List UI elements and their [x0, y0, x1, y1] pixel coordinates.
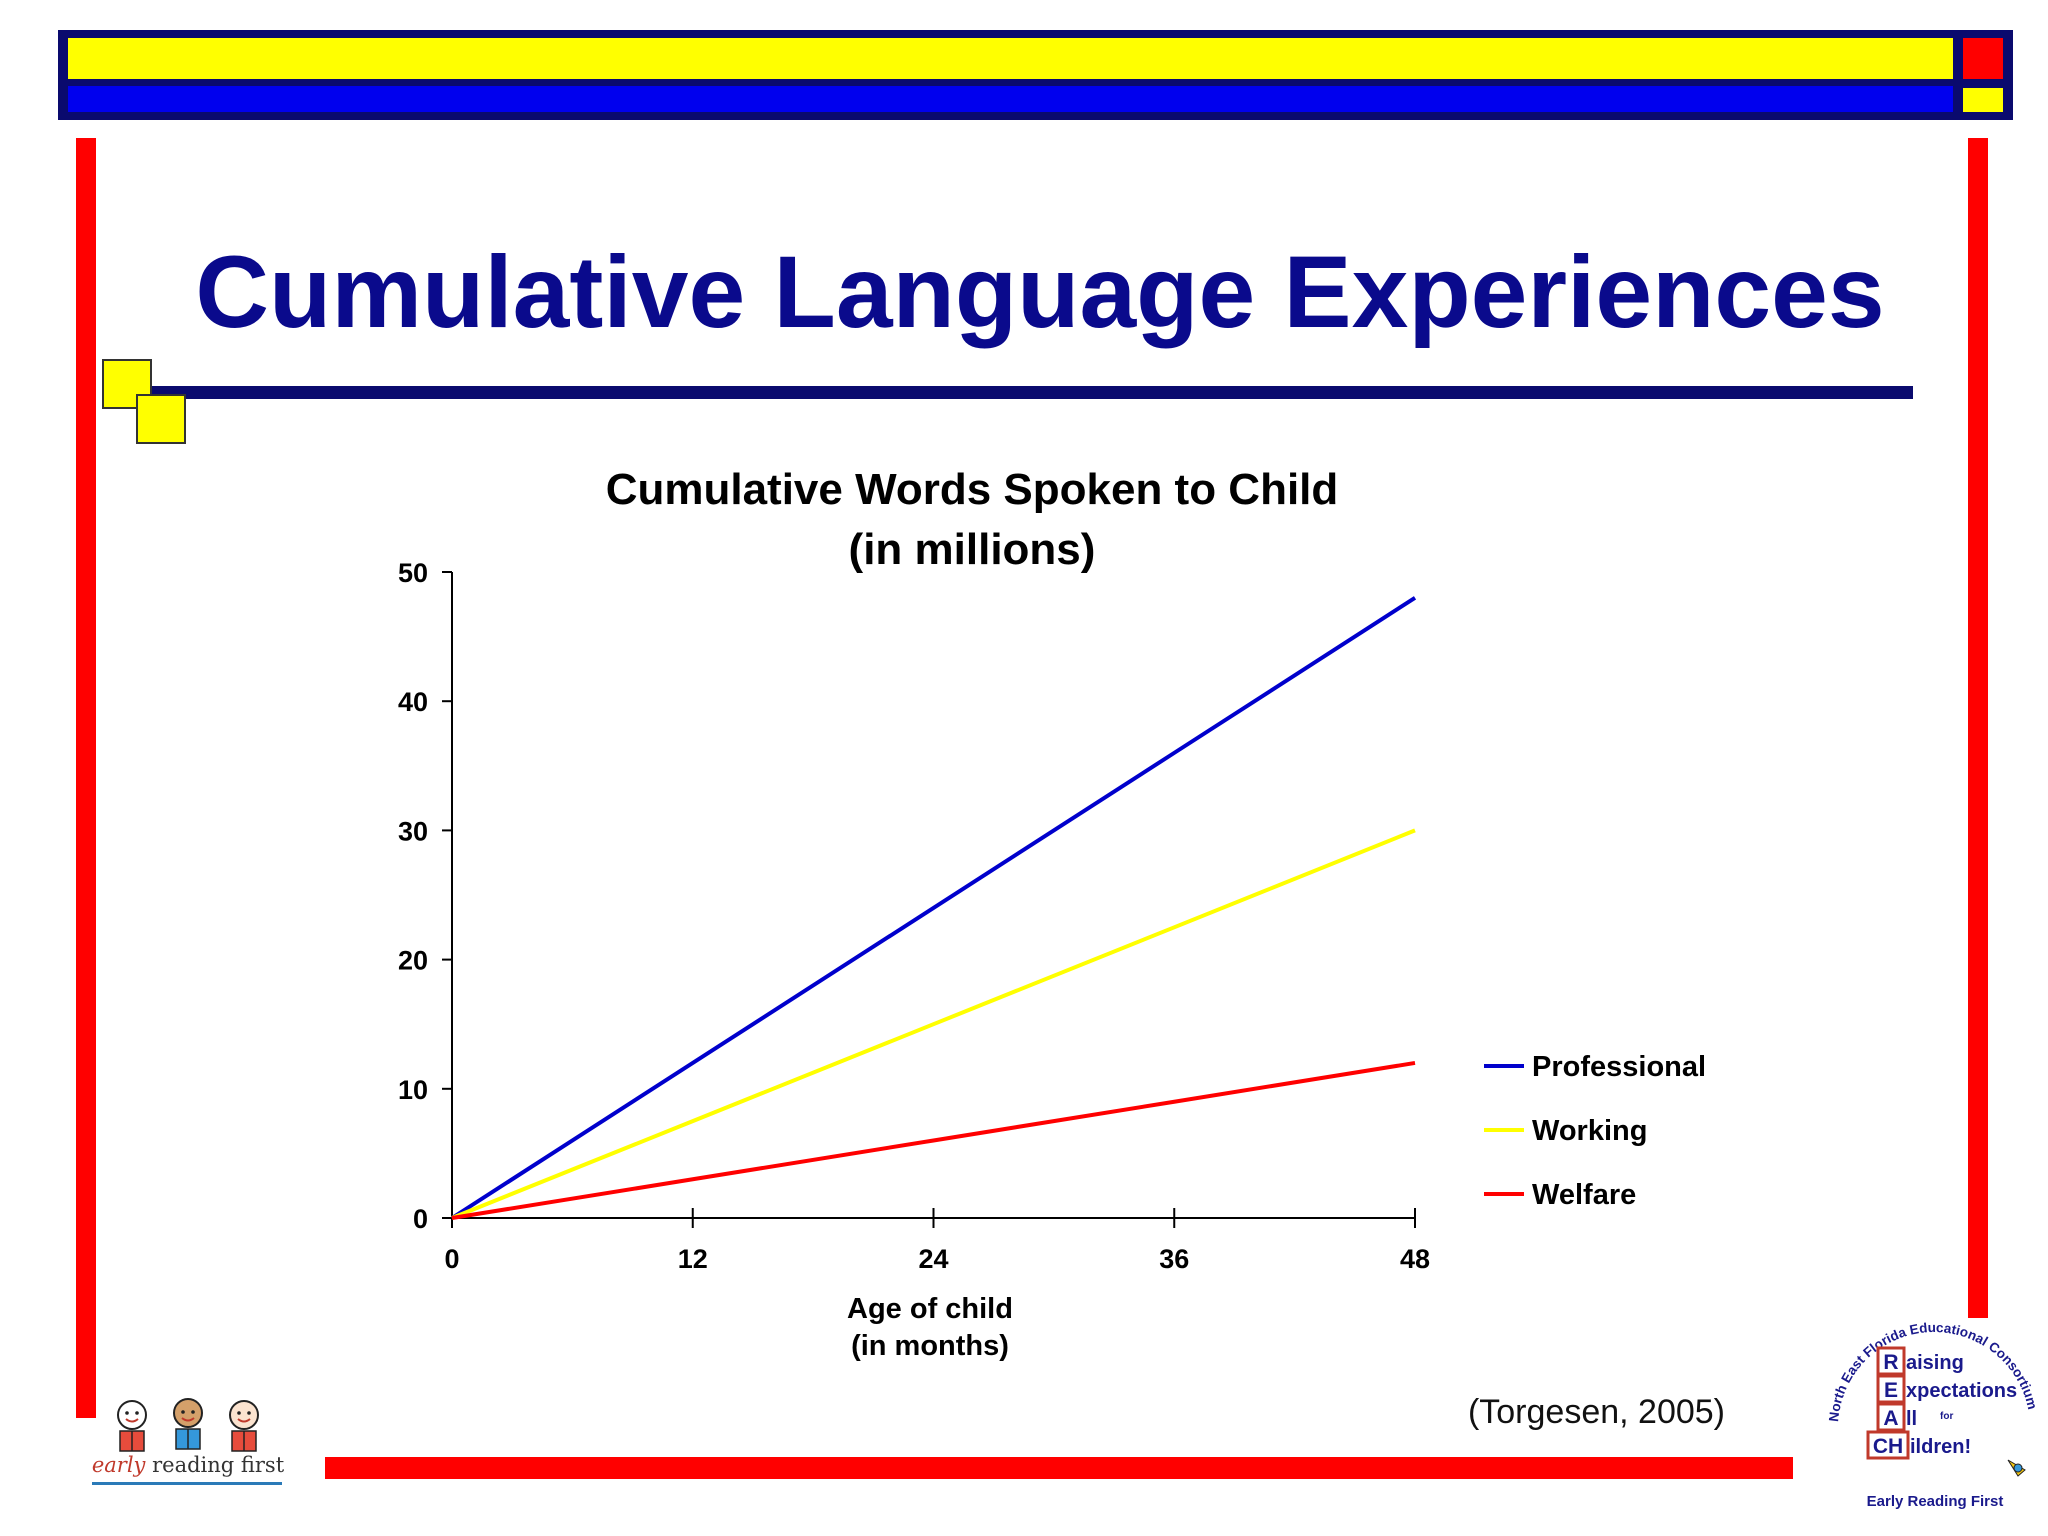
child-reading-icon	[117, 1400, 147, 1452]
early-reading-first-underline	[92, 1482, 282, 1485]
bottom-red-bar	[325, 1457, 1793, 1479]
reach-word: ll	[1906, 1408, 1917, 1430]
y-tick-label: 20	[398, 946, 428, 976]
reach-letter-box	[1866, 1430, 1910, 1460]
decorative-square	[136, 394, 186, 444]
title-underline	[140, 386, 1913, 399]
reach-letter-box	[1876, 1374, 1906, 1404]
slide-title: Cumulative Language Experiences	[195, 235, 1885, 349]
reach-letter: A	[1883, 1407, 1898, 1430]
reach-letter: E	[1884, 1379, 1898, 1402]
early-reading-first-text: early reading first	[91, 1453, 285, 1477]
right-red-bar	[1968, 138, 1988, 1318]
x-tick-label: 48	[1400, 1244, 1430, 1274]
chart-legend: Professional Working Welfare	[1484, 1051, 1706, 1211]
series-line-working	[451, 828, 1416, 1220]
x-tick-label: 0	[444, 1244, 459, 1274]
x-axis-label: Age of child (in months)	[847, 1293, 1013, 1362]
y-tick-label: 40	[398, 687, 428, 717]
y-tick-label: 30	[398, 816, 428, 846]
child-reading-icon	[173, 1398, 203, 1450]
chart-series	[450, 596, 1417, 1220]
banner-yellow-stripe	[68, 38, 1953, 79]
reach-letter-box	[1876, 1402, 1906, 1432]
reach-word: ildren!	[1910, 1436, 1971, 1458]
series-line-professional	[450, 596, 1417, 1220]
reach-letter: CH	[1873, 1435, 1903, 1458]
reach-consortium-logo: North East Florida Educational Consortiu…	[1826, 1320, 2040, 1510]
chart-axes: 0 10 20 30 40 50 0 12 24 36 48	[398, 558, 1430, 1274]
chart-title: Cumulative Words Spoken to Child (in mill…	[606, 465, 1339, 574]
banner-blue-stripe	[68, 86, 1953, 112]
y-tick-label: 0	[413, 1204, 428, 1234]
reach-footer-text: Early Reading First	[1867, 1493, 2004, 1510]
reach-letter-box	[1876, 1346, 1906, 1376]
x-tick-label: 24	[918, 1244, 948, 1274]
y-tick-label: 50	[398, 558, 428, 588]
legend-label: Working	[1532, 1115, 1647, 1147]
chart-title-line: Cumulative Words Spoken to Child	[606, 465, 1339, 514]
series-line-welfare	[451, 1060, 1416, 1220]
citation: (Torgesen, 2005)	[1467, 1393, 1725, 1431]
legend-label: Welfare	[1532, 1179, 1636, 1211]
reach-letter: R	[1883, 1351, 1898, 1374]
x-axis-label-line: Age of child	[847, 1293, 1013, 1325]
x-tick-label: 12	[678, 1244, 708, 1274]
x-tick-label: 36	[1159, 1244, 1189, 1274]
rocket-icon	[2007, 1459, 2026, 1477]
reach-for-text: for	[1940, 1411, 1953, 1422]
chart-title-line: (in millions)	[849, 525, 1096, 574]
reach-word: xpectations	[1906, 1380, 2017, 1402]
banner-red-square	[1963, 38, 2003, 79]
reach-word: aising	[1906, 1352, 1964, 1374]
legend-label: Professional	[1532, 1051, 1706, 1083]
x-axis-label-line: (in months)	[851, 1330, 1009, 1362]
y-tick-label: 10	[398, 1075, 428, 1105]
child-reading-icon	[229, 1400, 259, 1452]
banner-yellow-square	[1963, 88, 2003, 112]
left-red-bar	[76, 138, 96, 1418]
early-reading-first-logo	[117, 1398, 259, 1452]
